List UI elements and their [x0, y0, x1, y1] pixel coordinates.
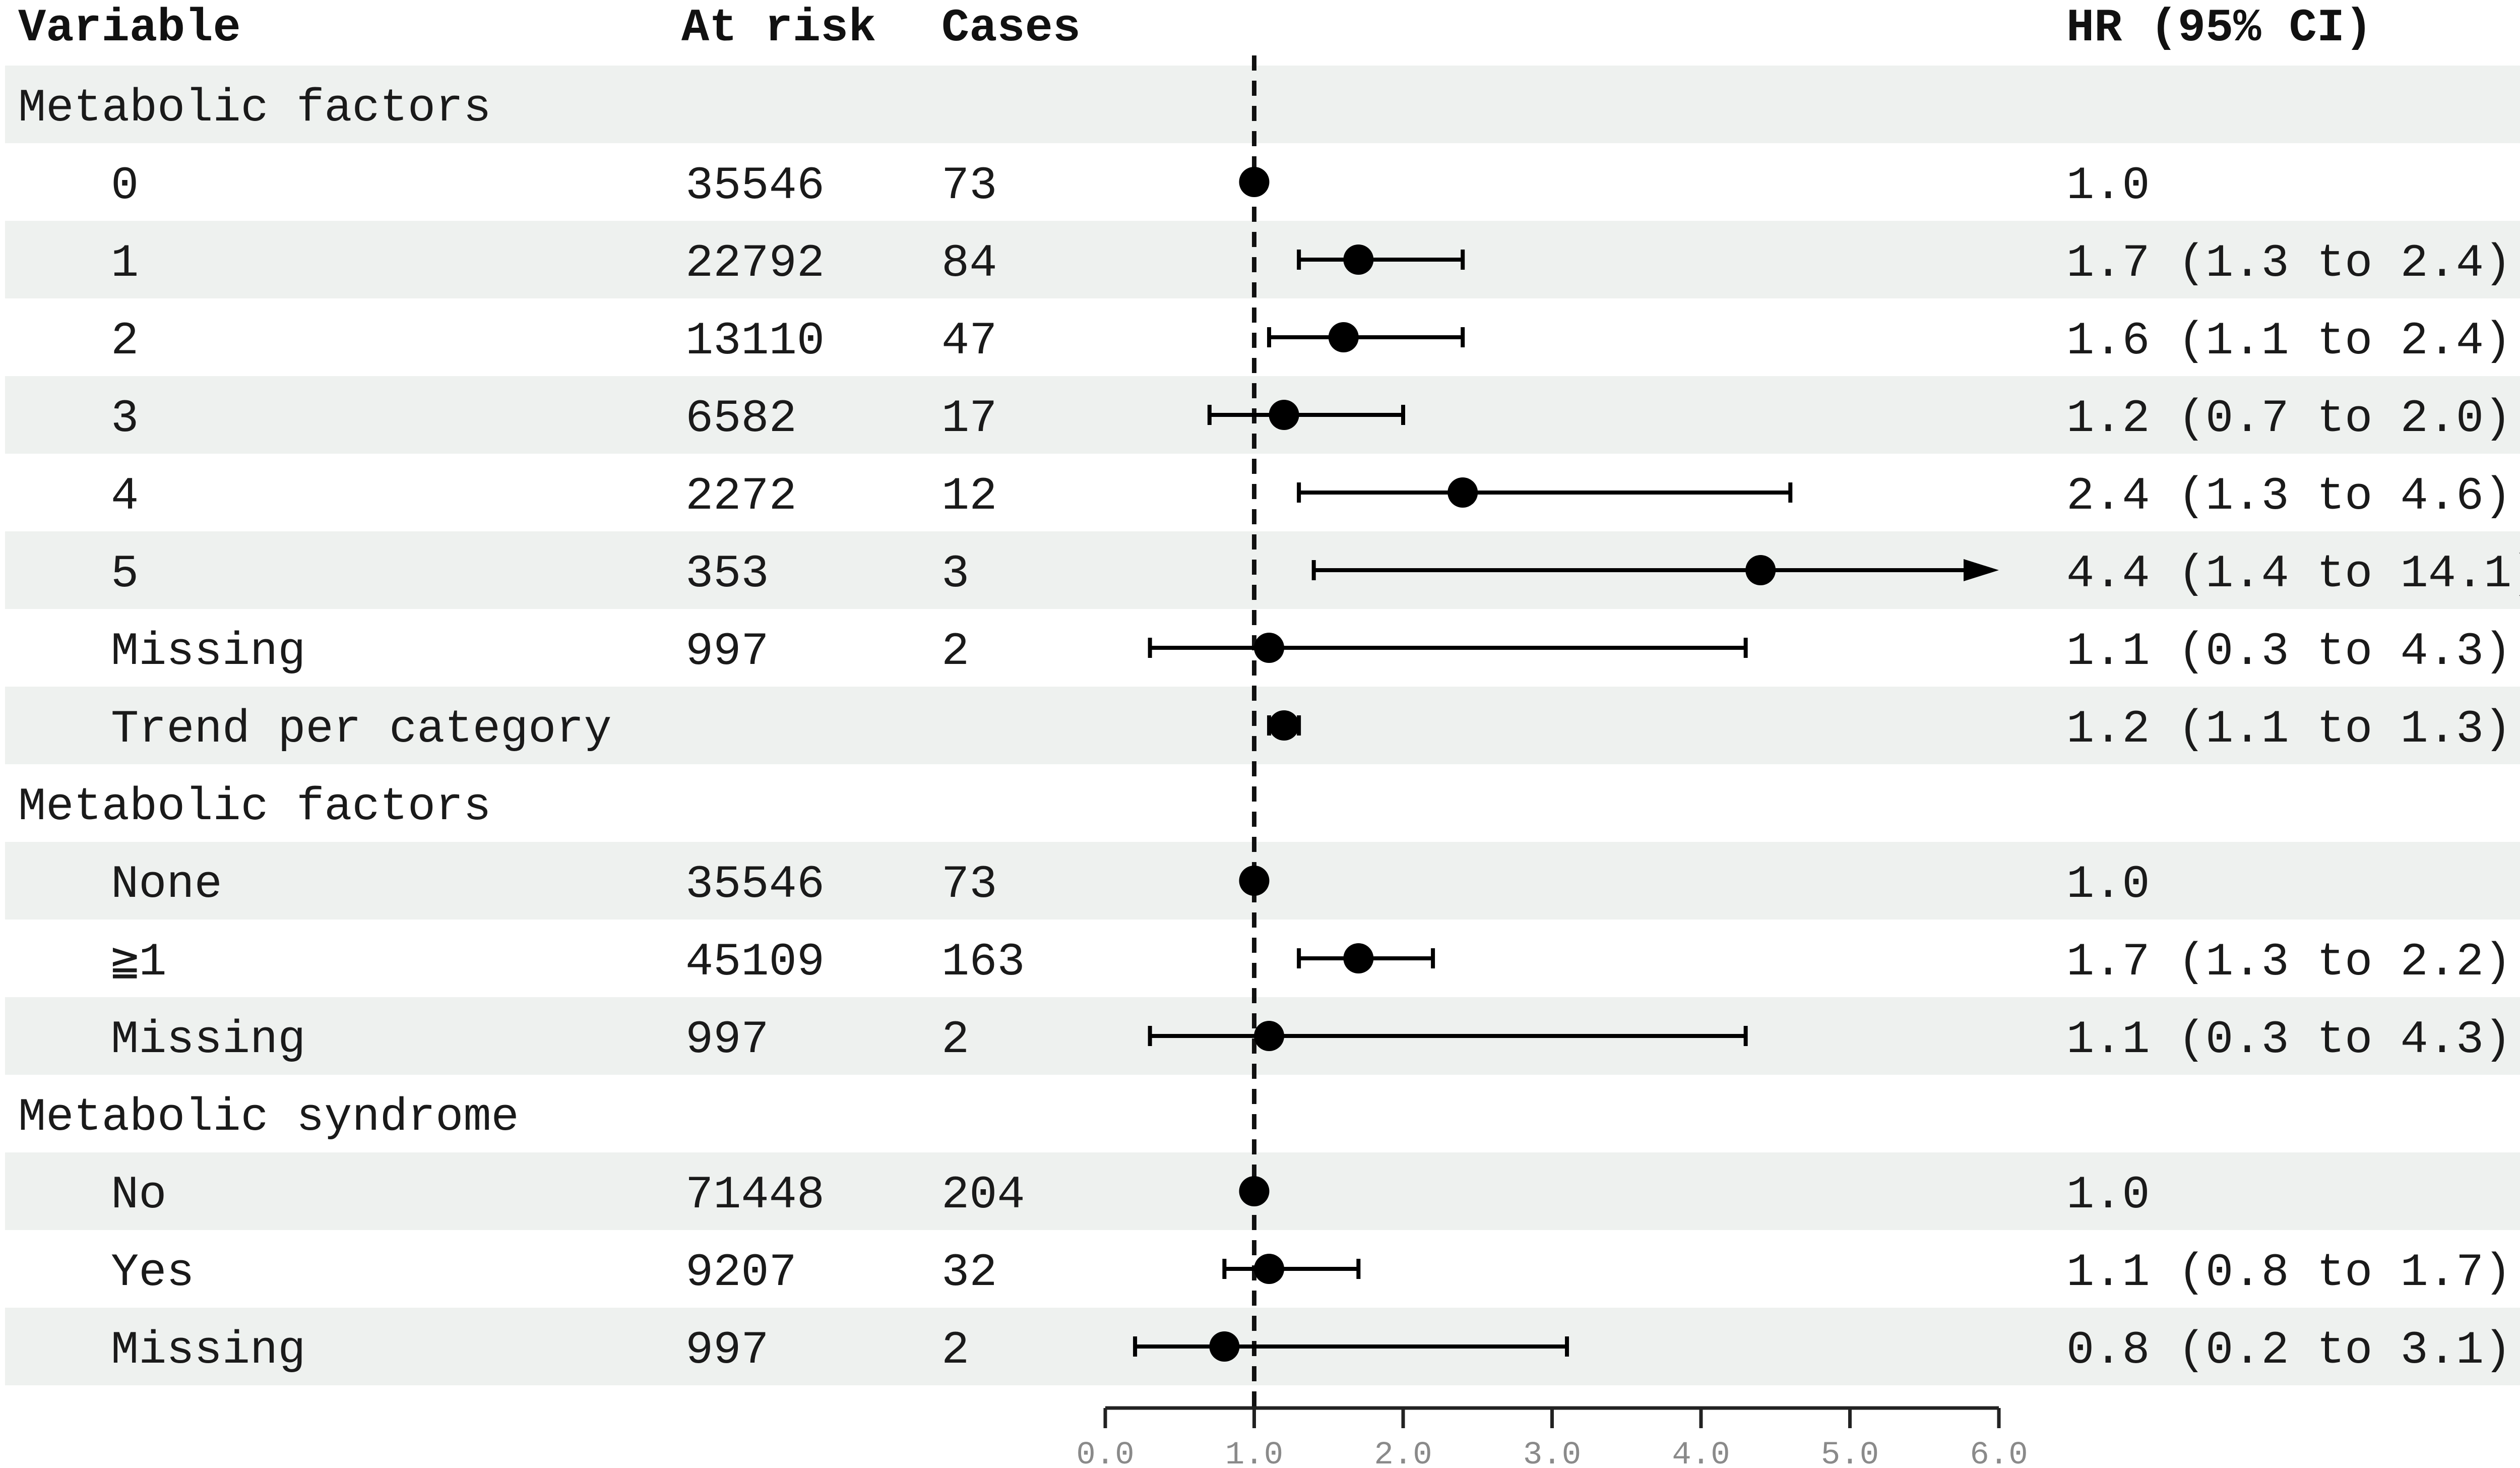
hr-point — [1328, 322, 1359, 352]
hr-point — [1269, 400, 1299, 430]
row-label: 4 — [111, 470, 139, 523]
hr-point — [1254, 633, 1285, 663]
row-stripe — [5, 66, 2520, 143]
cases-value: 204 — [941, 1169, 1025, 1221]
row-label: Missing — [111, 625, 305, 678]
group-label: Metabolic syndrome — [18, 1091, 519, 1144]
row-label: 5 — [111, 547, 139, 600]
hr-ci-value: 1.0 — [2066, 1169, 2150, 1221]
hr-ci-value: 1.0 — [2066, 159, 2150, 212]
at-risk-value: 45109 — [685, 936, 825, 989]
ci-marks — [1133, 167, 1999, 1362]
at-risk-value: 22792 — [685, 237, 825, 290]
hr-ci-value: 4.4 (1.4 to 14.1) — [2066, 547, 2520, 600]
cases-value: 73 — [941, 858, 997, 911]
hr-point — [1239, 167, 1270, 197]
hr-ci-value: 2.4 (1.3 to 4.6) — [2066, 470, 2511, 523]
row-label: No — [111, 1169, 166, 1221]
header-cases: Cases — [941, 2, 1081, 54]
row-label: Yes — [111, 1246, 195, 1299]
row-label: ≧1 — [111, 936, 167, 989]
at-risk-value: 997 — [685, 625, 769, 678]
hr-ci-value: 1.1 (0.3 to 4.3) — [2066, 625, 2511, 678]
row-label: Missing — [111, 1013, 305, 1066]
cases-value: 73 — [941, 159, 997, 212]
cases-value: 12 — [941, 470, 997, 523]
hr-point — [1254, 1021, 1285, 1051]
hr-point — [1447, 477, 1478, 508]
hr-ci-value: 1.0 — [2066, 858, 2150, 911]
row-stripes — [5, 66, 2520, 1385]
x-tick-label: 1.0 — [1225, 1437, 1283, 1468]
row-label: 3 — [111, 392, 139, 445]
row-label: None — [111, 858, 222, 911]
row-labels: Metabolic factors 0 35546 73 1.0 1 22792 84 1.7 … — [18, 82, 2520, 1377]
cases-value: 84 — [941, 237, 997, 290]
hr-ci-value: 1.7 (1.3 to 2.2) — [2066, 936, 2511, 989]
x-tick-label: 5.0 — [1821, 1437, 1879, 1468]
hr-ci-value: 1.7 (1.3 to 2.4) — [2066, 237, 2511, 290]
at-risk-value: 13110 — [685, 315, 825, 368]
x-tick-label: 4.0 — [1672, 1437, 1730, 1468]
header-at-risk: At risk — [681, 2, 876, 54]
row-label: Trend per category — [111, 703, 612, 756]
row-stripe — [5, 687, 2520, 764]
hr-ci-value: 1.6 (1.1 to 2.4) — [2066, 315, 2511, 368]
cases-value: 2 — [941, 1324, 969, 1377]
hr-point — [1343, 943, 1374, 973]
x-axis: 0.0 1.0 2.0 3.0 4.0 5.0 6.0 — [1076, 1406, 2028, 1468]
hr-point — [1239, 1176, 1270, 1206]
row-label: 1 — [111, 237, 139, 290]
x-tick-label: 2.0 — [1374, 1437, 1432, 1468]
hr-ci-value: 1.1 (0.3 to 4.3) — [2066, 1013, 2511, 1066]
x-tick-label: 0.0 — [1076, 1437, 1134, 1468]
header-hr-ci: HR (95% CI) — [2066, 2, 2372, 54]
hr-point — [1254, 1254, 1285, 1284]
hr-ci-value: 1.1 (0.8 to 1.7) — [2066, 1246, 2511, 1299]
row-label: Missing — [111, 1324, 305, 1377]
cases-value: 47 — [941, 315, 997, 368]
row-label: 2 — [111, 315, 139, 368]
cases-value: 3 — [941, 547, 969, 600]
header-row: Variable At risk Cases HR (95% CI) — [18, 2, 2372, 54]
at-risk-value: 35546 — [685, 159, 825, 212]
cases-value: 32 — [941, 1246, 997, 1299]
cases-value: 17 — [941, 392, 997, 445]
row-label: 0 — [111, 159, 139, 212]
cases-value: 2 — [941, 625, 969, 678]
hr-point — [1745, 555, 1776, 585]
at-risk-value: 353 — [685, 547, 769, 600]
at-risk-value: 6582 — [685, 392, 797, 445]
hr-point — [1239, 866, 1270, 896]
header-variable: Variable — [18, 2, 241, 54]
hr-point — [1343, 244, 1374, 275]
at-risk-value: 71448 — [685, 1169, 825, 1221]
cases-value: 2 — [941, 1013, 969, 1066]
hr-point — [1209, 1331, 1240, 1362]
hr-point — [1269, 710, 1299, 741]
group-label: Metabolic factors — [18, 82, 491, 135]
at-risk-value: 9207 — [685, 1246, 797, 1299]
x-tick-label: 3.0 — [1523, 1437, 1581, 1468]
ci-arrow — [1964, 559, 1999, 581]
x-tick-label: 6.0 — [1970, 1437, 2028, 1468]
row-stripe — [5, 531, 2520, 609]
group-label: Metabolic factors — [18, 780, 491, 833]
row-stripe — [5, 221, 2520, 298]
hr-ci-value: 1.2 (1.1 to 1.3) — [2066, 703, 2511, 756]
at-risk-value: 2272 — [685, 470, 797, 523]
hr-ci-value: 0.8 (0.2 to 3.1) — [2066, 1324, 2511, 1377]
at-risk-value: 997 — [685, 1013, 769, 1066]
at-risk-value: 997 — [685, 1324, 769, 1377]
hr-ci-value: 1.2 (0.7 to 2.0) — [2066, 392, 2511, 445]
at-risk-value: 35546 — [685, 858, 825, 911]
cases-value: 163 — [941, 936, 1025, 989]
